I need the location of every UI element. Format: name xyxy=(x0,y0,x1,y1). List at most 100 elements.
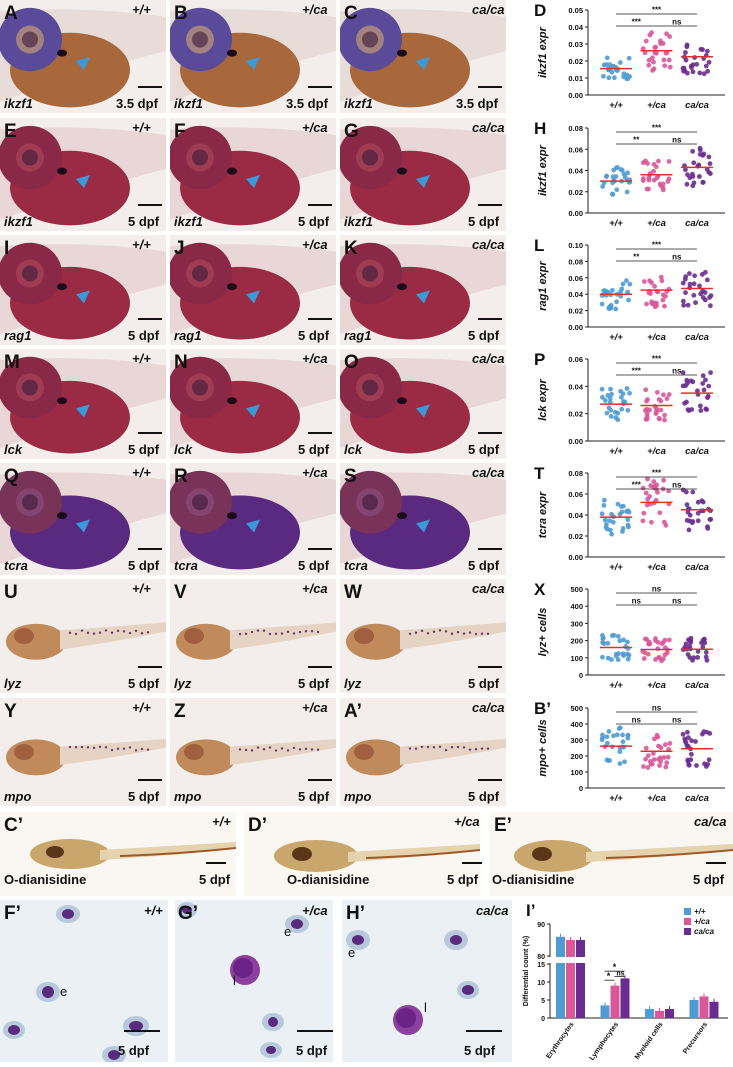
y-tick-label: 100 xyxy=(570,768,583,777)
data-point xyxy=(607,518,612,524)
panel-letter: W xyxy=(344,582,362,603)
genotype-label: +/ca xyxy=(302,2,328,17)
panel-letter: U xyxy=(4,582,18,603)
scale-bar xyxy=(478,204,502,206)
data-point xyxy=(653,657,658,662)
stage-label: 5 dpf xyxy=(693,872,725,887)
gene-label: ikzf1 xyxy=(174,214,203,229)
gene-label: lck xyxy=(4,442,23,457)
data-point xyxy=(617,725,623,731)
data-point xyxy=(617,60,623,65)
data-point xyxy=(645,765,651,770)
scale-bar xyxy=(308,432,332,434)
data-point xyxy=(643,38,649,44)
data-point xyxy=(651,757,657,763)
legend-entry: ca/ca xyxy=(694,927,715,936)
smear-image xyxy=(3,905,149,1062)
data-point xyxy=(694,763,699,768)
y-tick-label: 0.02 xyxy=(568,57,583,66)
data-point xyxy=(665,754,671,760)
data-point xyxy=(697,403,703,409)
x-tick-label: Precursors xyxy=(682,1021,709,1055)
scatter-plot: B’ mpo+ cells 0 100 200 300 400 500 +/+ +/ca ca/ca… xyxy=(512,698,733,808)
y-tick-label: 90 xyxy=(537,922,545,929)
data-point xyxy=(706,59,712,65)
data-point xyxy=(643,745,649,751)
embryo-panel xyxy=(170,118,336,231)
stage-label: 5 dpf xyxy=(128,328,160,343)
smear-panel-het xyxy=(175,900,333,1062)
cell-label-l: l xyxy=(233,973,236,988)
genotype-label: +/+ xyxy=(212,814,231,829)
data-point xyxy=(620,526,626,531)
smear-image xyxy=(177,902,309,1058)
data-point xyxy=(703,377,708,383)
y-tick-label: 0.04 xyxy=(568,382,583,391)
scale-bar xyxy=(308,86,332,88)
data-point xyxy=(603,522,609,527)
data-point xyxy=(607,758,612,763)
panel-letter: H’ xyxy=(346,903,365,924)
data-point xyxy=(627,390,632,396)
data-point xyxy=(617,761,623,766)
y-tick-label: 0.00 xyxy=(568,209,583,218)
data-point xyxy=(680,298,686,304)
data-point xyxy=(700,644,706,650)
data-point xyxy=(691,160,697,166)
data-point xyxy=(700,295,706,300)
y-tick-label: 5 xyxy=(541,998,545,1005)
data-point xyxy=(704,277,710,283)
y-tick-label: 0.02 xyxy=(568,532,583,541)
data-point xyxy=(681,302,687,308)
significance-label: ns xyxy=(672,597,682,606)
gene-label: lyz xyxy=(174,676,192,691)
scale-bar xyxy=(138,204,162,206)
data-point xyxy=(646,177,652,183)
x-tick-label: +/ca xyxy=(647,793,666,804)
data-point xyxy=(643,387,649,393)
data-point xyxy=(654,303,659,309)
legend-swatch xyxy=(684,908,691,915)
panel-letter: G xyxy=(344,121,359,142)
data-point xyxy=(647,32,653,38)
data-point xyxy=(667,64,673,70)
significance-label: *** xyxy=(632,18,642,27)
data-point xyxy=(600,735,605,741)
data-point xyxy=(652,50,658,56)
panel-letter: K xyxy=(344,238,358,259)
panel-letter: O xyxy=(344,352,359,373)
x-tick-label: +/ca xyxy=(647,446,666,457)
genotype-label: +/+ xyxy=(132,581,151,596)
scale-bar xyxy=(478,318,502,320)
stage-label: 3.5 dpf xyxy=(286,96,328,111)
panel-letter: N xyxy=(174,352,188,373)
data-point xyxy=(690,183,696,189)
dianisidine-panel-het xyxy=(244,812,480,896)
genotype-label: ca/ca xyxy=(472,120,505,135)
scale-bar xyxy=(478,779,502,781)
data-point xyxy=(708,516,714,522)
x-tick-label: ca/ca xyxy=(685,446,709,457)
data-point xyxy=(640,160,646,166)
y-tick-label: 300 xyxy=(570,619,583,628)
panel-letter: S xyxy=(344,466,357,487)
data-point xyxy=(698,408,704,413)
y-axis-label: lck expr xyxy=(537,378,549,420)
y-tick-label: 0 xyxy=(579,784,583,793)
data-point xyxy=(683,290,688,296)
embryo-image xyxy=(176,739,336,776)
data-point xyxy=(687,281,693,287)
panel-letter: E’ xyxy=(494,815,512,836)
data-point xyxy=(682,736,688,742)
y-tick-label: 0 xyxy=(541,1016,545,1023)
x-tick-label: +/+ xyxy=(609,332,623,343)
smear-panel-wt xyxy=(0,900,168,1062)
data-point xyxy=(645,186,651,192)
data-point xyxy=(601,73,606,79)
data-point xyxy=(640,176,646,181)
data-point xyxy=(682,68,688,74)
y-tick-label: 0.00 xyxy=(568,91,583,100)
data-point xyxy=(684,44,690,50)
data-point xyxy=(599,511,605,517)
